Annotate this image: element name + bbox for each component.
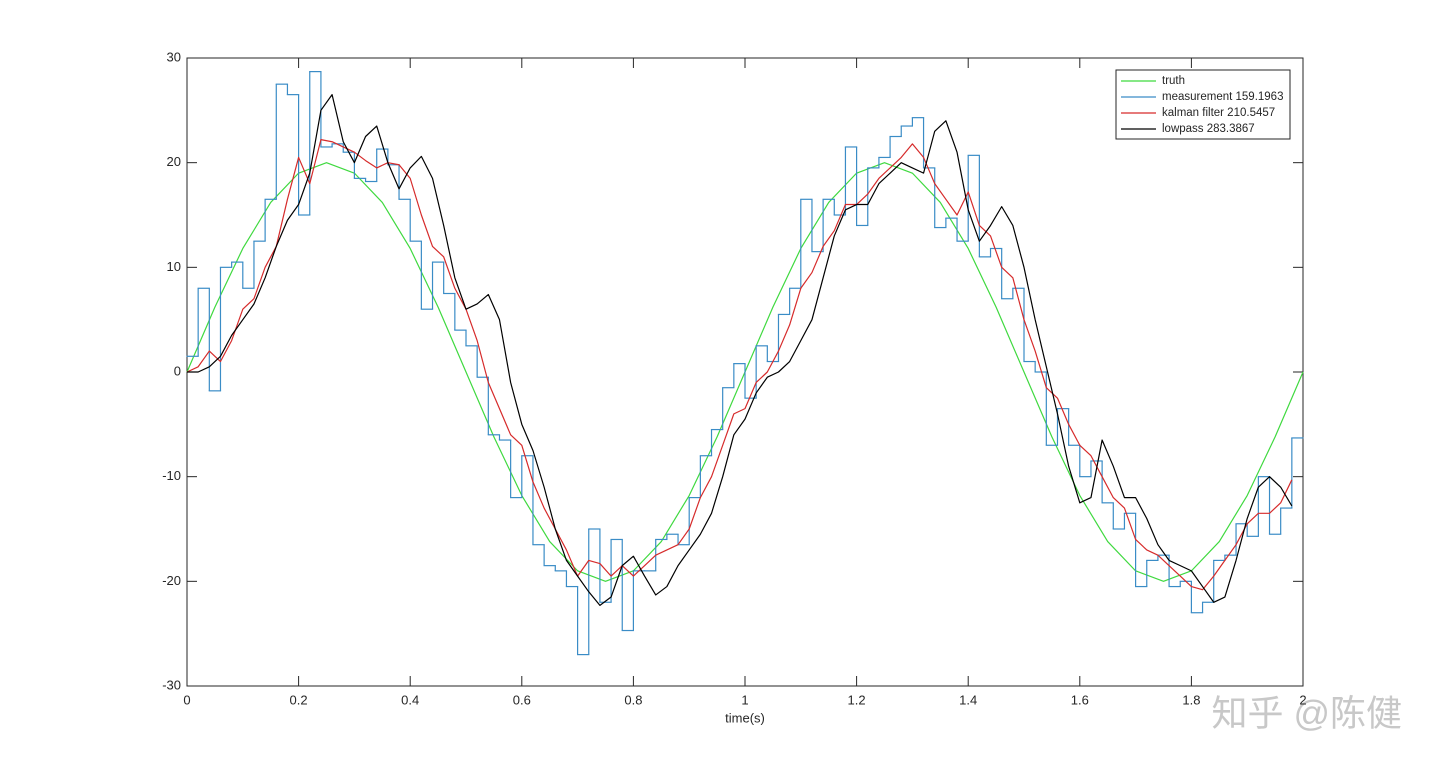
x-tick-label: 0.6 [513,692,531,707]
y-tick-label: 30 [167,49,181,64]
y-tick-label: -30 [162,677,181,692]
x-tick-label: 1.4 [959,692,977,707]
y-tick-label: 10 [167,259,181,274]
x-tick-label: 1.2 [848,692,866,707]
legend: truth measurement 159.1963 kalman filter 2… [1115,69,1291,140]
legend-label: measurement 159.1963 [1162,91,1283,103]
series-line [187,94,1293,607]
y-tick-label: 0 [174,363,181,378]
x-tick-label: 0.4 [401,692,419,707]
x-tick-label: 0.2 [290,692,308,707]
x-tick-label: 2 [1299,692,1306,707]
series-line [186,139,1293,591]
x-tick-label: 1 [741,692,748,707]
legend-label: kalman filter 210.5457 [1162,107,1275,119]
legend-label: truth [1162,75,1185,87]
x-tick-label: 0 [183,692,190,707]
x-tick-label: 1.6 [1071,692,1089,707]
y-tick-label: -20 [162,573,181,588]
x-tick-label: 0.8 [624,692,642,707]
watermark: 知乎 @陈健 [1211,693,1402,734]
y-tick-label: 20 [167,154,181,169]
x-tick-label: 1.8 [1182,692,1200,707]
y-tick-label: -10 [162,468,181,483]
measurement-stairs [186,71,1304,656]
legend-label: lowpass 283.3867 [1162,123,1255,135]
x-axis-label: time(s) [725,710,765,725]
